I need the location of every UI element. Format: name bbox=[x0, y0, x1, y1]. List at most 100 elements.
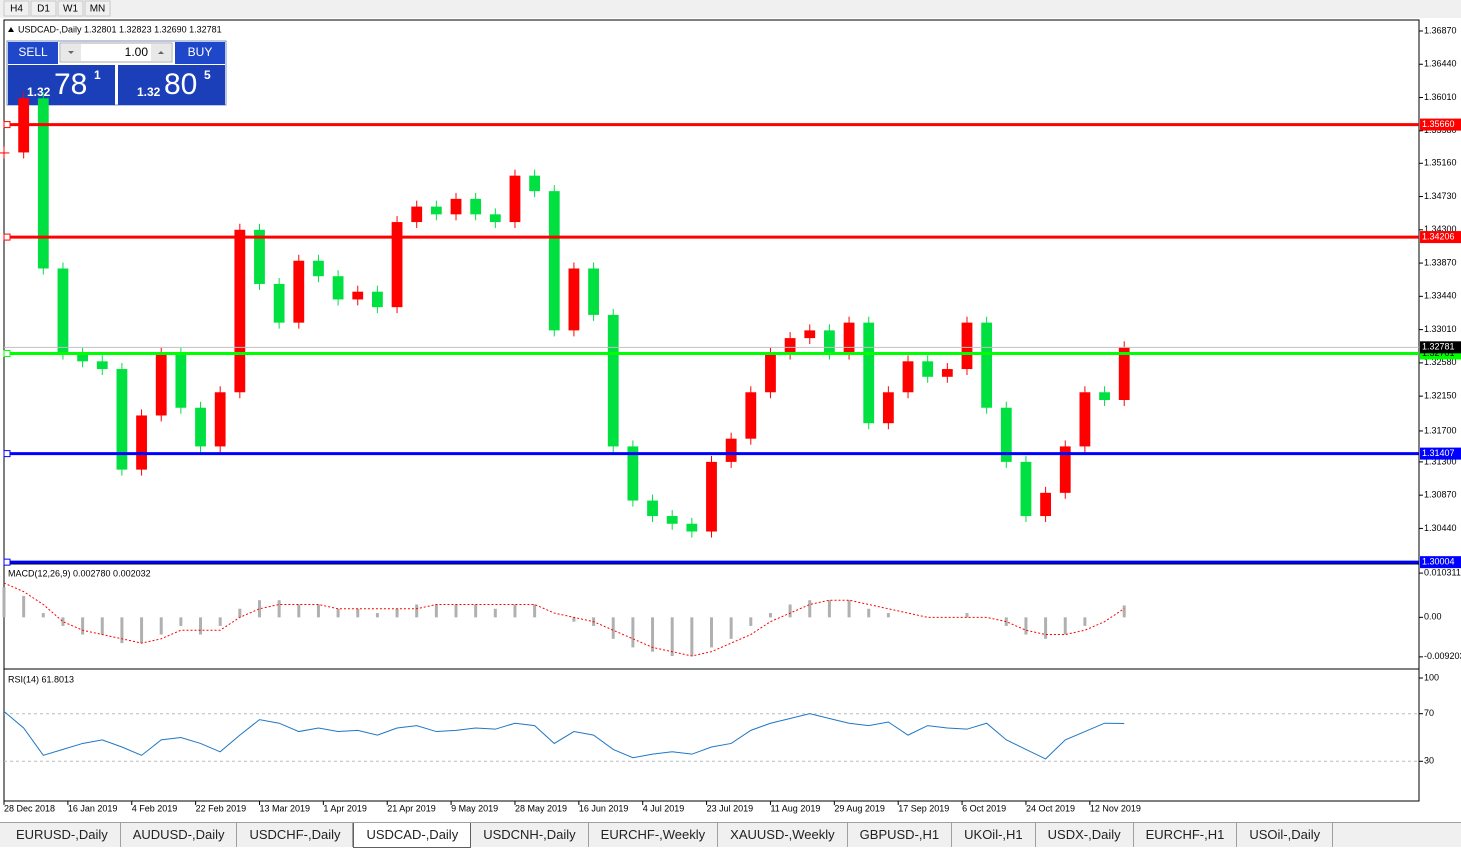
y-tick-label: 1.30870 bbox=[1424, 490, 1457, 500]
y-tick-label: 1.32150 bbox=[1424, 391, 1457, 401]
timeframe-button[interactable] bbox=[84, 0, 111, 17]
timeframe-label: MN bbox=[90, 4, 106, 15]
x-tick-label: 1 Apr 2019 bbox=[323, 803, 367, 813]
rsi-title: RSI(14) 61.8013 bbox=[8, 674, 74, 684]
timeframe-button[interactable] bbox=[30, 0, 57, 17]
x-tick-label: 13 Mar 2019 bbox=[259, 803, 310, 813]
x-tick-label: 4 Feb 2019 bbox=[132, 803, 178, 813]
candle bbox=[627, 446, 639, 501]
candle bbox=[136, 415, 147, 470]
ask-big: 80 bbox=[164, 68, 197, 101]
candle bbox=[391, 222, 403, 308]
chart-frame bbox=[3, 19, 1420, 802]
candle bbox=[686, 523, 698, 532]
symbol-tab[interactable]: USDX-,Daily bbox=[1036, 823, 1134, 847]
y-tick-label: 1.34300 bbox=[1424, 224, 1457, 234]
toolbar bbox=[0, 0, 1461, 18]
candle bbox=[588, 268, 599, 315]
candle bbox=[430, 206, 442, 215]
y-tick-label: 100 bbox=[1424, 672, 1439, 682]
candle bbox=[489, 214, 501, 223]
symbol-tab[interactable]: UKOil-,H1 bbox=[952, 823, 1036, 847]
timeframe-button[interactable] bbox=[57, 0, 84, 17]
timeframe-label: W1 bbox=[63, 4, 78, 15]
candle bbox=[745, 392, 757, 439]
symbol-tab[interactable]: AUDUSD-,Daily bbox=[121, 823, 238, 847]
symbol-tab[interactable]: XAUUSD-,Weekly bbox=[718, 823, 848, 847]
candle bbox=[77, 353, 89, 362]
x-tick-label: 29 Aug 2019 bbox=[834, 803, 885, 813]
candle bbox=[706, 461, 717, 532]
x-tick-label: 11 Aug 2019 bbox=[770, 803, 820, 813]
candle bbox=[529, 175, 541, 192]
y-tick-label: 1.33440 bbox=[1424, 291, 1457, 301]
symbol-tab[interactable]: EURCHF-,H1 bbox=[1134, 823, 1238, 847]
candle bbox=[548, 191, 560, 331]
y-tick-label: 1.34730 bbox=[1424, 191, 1457, 201]
level-handle bbox=[3, 121, 11, 129]
candle bbox=[666, 516, 678, 524]
up-arrow bbox=[158, 51, 164, 54]
symbol-tab[interactable]: USOil-,Daily bbox=[1237, 823, 1334, 847]
candle bbox=[37, 98, 49, 269]
ask-box[interactable] bbox=[118, 65, 225, 105]
candle bbox=[273, 283, 285, 323]
level-tag bbox=[1420, 447, 1461, 460]
candle bbox=[371, 291, 383, 308]
candle bbox=[941, 369, 953, 377]
x-tick-label: 24 Oct 2019 bbox=[1026, 803, 1075, 813]
lots-input[interactable] bbox=[59, 42, 173, 63]
y-tick-label: 1.32580 bbox=[1424, 357, 1457, 367]
sell-button[interactable] bbox=[8, 42, 58, 64]
symbol-tab[interactable]: USDCAD-,Daily bbox=[353, 823, 472, 848]
candle bbox=[1000, 407, 1012, 462]
x-tick-label: 9 May 2019 bbox=[451, 803, 498, 813]
symbol-tab[interactable]: EURCHF-,Weekly bbox=[589, 823, 719, 847]
buy-button[interactable] bbox=[175, 42, 225, 64]
candle bbox=[765, 353, 776, 393]
symbol-tab[interactable]: USDCNH-,Daily bbox=[471, 823, 589, 847]
y-tick-label: 1.36010 bbox=[1424, 92, 1457, 102]
x-tick-label: 23 Jul 2019 bbox=[707, 803, 754, 813]
candle bbox=[843, 322, 855, 354]
candle bbox=[1059, 446, 1071, 493]
chart-title: USDCAD-,Daily 1.32801 1.32823 1.32690 1.… bbox=[18, 24, 222, 34]
candle bbox=[922, 361, 934, 377]
symbol-tab[interactable]: GBPUSD-,H1 bbox=[848, 823, 953, 847]
candle bbox=[1118, 347, 1130, 400]
candle bbox=[981, 322, 993, 408]
y-tick-label: 1.36440 bbox=[1424, 59, 1457, 69]
candle bbox=[902, 361, 914, 393]
candle bbox=[411, 206, 423, 223]
candle bbox=[313, 260, 324, 277]
x-tick-label: 6 Oct 2019 bbox=[962, 803, 1006, 813]
current-price-label: 1.32781 bbox=[1422, 342, 1455, 352]
x-tick-label: 28 May 2019 bbox=[515, 803, 567, 813]
candle bbox=[1099, 392, 1110, 400]
macd-signal bbox=[3, 582, 1125, 657]
candle bbox=[509, 175, 521, 223]
buy-label: BUY bbox=[188, 45, 213, 59]
symbol-tab[interactable]: USDCHF-,Daily bbox=[237, 823, 354, 847]
symbol-tab[interactable]: EURUSD-,Daily bbox=[4, 823, 121, 847]
level-label: 1.34206 bbox=[1422, 231, 1455, 241]
bid-big: 78 bbox=[54, 68, 87, 101]
y-tick-label: 0.00 bbox=[1424, 612, 1442, 622]
candle bbox=[96, 361, 108, 370]
collapse-icon[interactable] bbox=[8, 27, 14, 32]
x-tick-label: 16 Jun 2019 bbox=[579, 803, 629, 813]
candle bbox=[155, 353, 167, 416]
candle bbox=[784, 338, 796, 354]
y-tick-label: 0.010311 bbox=[1424, 567, 1461, 577]
timeframe-label: H4 bbox=[10, 4, 23, 15]
timeframe-button[interactable] bbox=[3, 0, 30, 17]
x-tick-label: 17 Sep 2019 bbox=[898, 803, 949, 813]
level-handle bbox=[3, 450, 11, 458]
candle bbox=[1020, 461, 1032, 517]
level-tag bbox=[1420, 118, 1461, 131]
down-arrow bbox=[68, 51, 74, 54]
level-label: 1.30004 bbox=[1422, 557, 1455, 567]
candle bbox=[332, 276, 344, 300]
level-tag bbox=[1420, 556, 1461, 569]
